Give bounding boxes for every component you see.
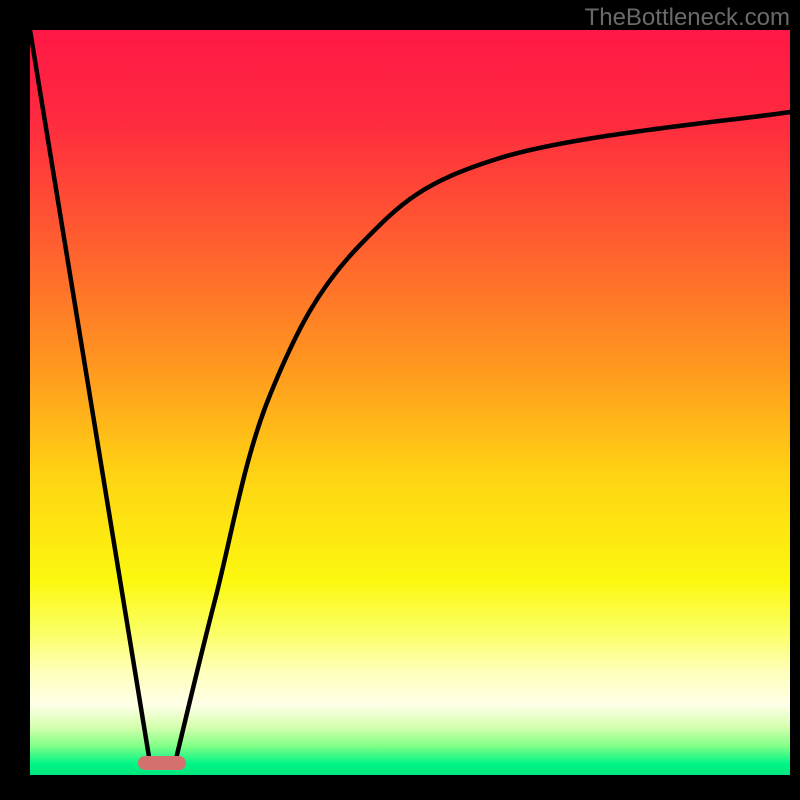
watermark-text: TheBottleneck.com [585,4,790,32]
chart-root: TheBottleneck.com [0,0,800,800]
bottleneck-chart [0,0,800,800]
gradient-background [30,30,790,775]
minimum-marker [138,756,186,770]
